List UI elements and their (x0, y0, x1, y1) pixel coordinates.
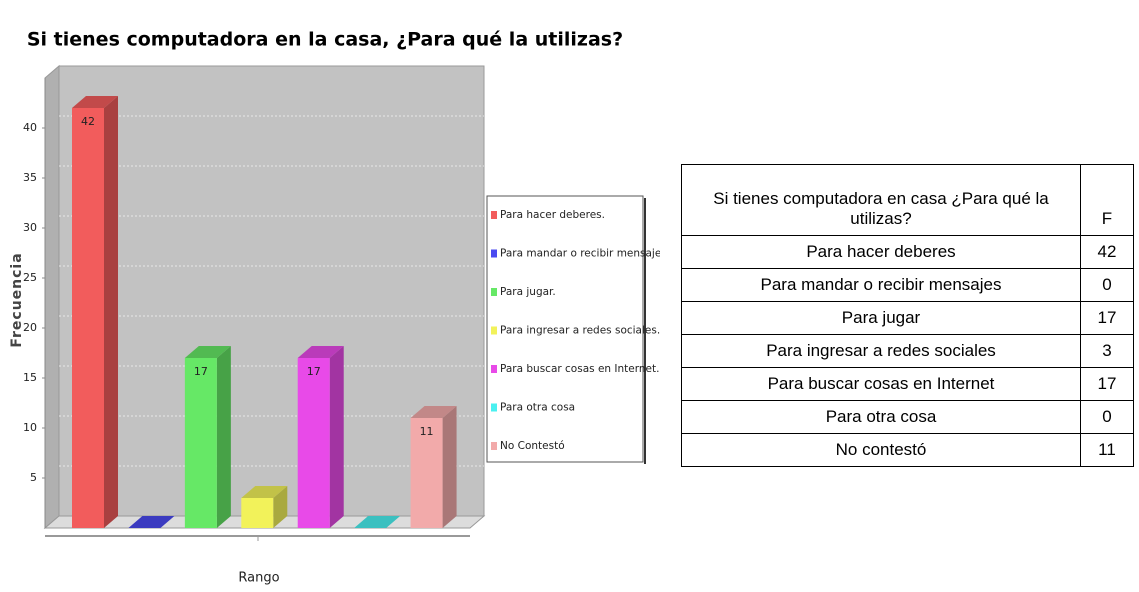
bar-top (297, 346, 344, 358)
legend-label: Para otra cosa (500, 402, 575, 414)
table-cell: Para buscar cosas en Internet (681, 367, 1081, 401)
table-cell: No contestó (681, 433, 1081, 467)
table-row: No contestó 11 (681, 433, 1134, 467)
bar-side (104, 96, 118, 528)
y-tick-label: 40 (23, 121, 37, 134)
bar-side (273, 486, 288, 528)
legend-label: Para jugar. (500, 286, 556, 298)
bar-top (128, 516, 175, 528)
legend-label: No Contestó (500, 440, 565, 452)
value-label: 11 (420, 425, 434, 438)
bar-top (241, 486, 288, 498)
bar-top (184, 346, 231, 358)
table-row: Para mandar o recibir mensajes 0 (681, 268, 1134, 302)
table-cell: Para hacer deberes (681, 235, 1081, 269)
bar-side (329, 346, 344, 528)
legend-box (486, 195, 644, 463)
table-cell: 17 (1080, 367, 1134, 401)
table-cell: Para ingresar a redes sociales (681, 334, 1081, 368)
table-header: Si tienes computadora en casa ¿Para qué … (681, 164, 1134, 236)
side-wall (44, 64, 60, 530)
bar-side (216, 346, 231, 528)
chart-title: Si tienes computadora en la casa, ¿Para … (27, 29, 623, 51)
legend-label: Para ingresar a redes sociales. (500, 325, 660, 337)
table-cell: 42 (1080, 235, 1134, 269)
y-tick-label: 25 (23, 271, 37, 284)
table-cell: Para mandar o recibir mensajes (681, 268, 1081, 302)
table-row: Para hacer deberes 42 (681, 235, 1134, 269)
bar-top (72, 96, 118, 108)
y-tick-label: 5 (30, 471, 37, 484)
header-cell: F (1080, 164, 1134, 236)
bar (241, 498, 274, 528)
table-row: Para ingresar a redes sociales 3 (681, 334, 1134, 368)
y-axis-label: Frecuencia (9, 252, 25, 347)
header-cell: Si tienes computadora en casa ¿Para qué … (681, 164, 1081, 236)
table-cell: 0 (1080, 400, 1134, 434)
value-label: 17 (194, 365, 208, 378)
table-cell: Para otra cosa (681, 400, 1081, 434)
table-row: Para buscar cosas en Internet 17 (681, 367, 1134, 401)
table-cell: 17 (1080, 301, 1134, 335)
bar (184, 358, 217, 528)
x-axis-label: Rango (238, 571, 279, 586)
value-label: 42 (81, 115, 95, 128)
chart: Si tienes computadora en la casa, ¿Para … (9, 29, 660, 586)
bar (410, 418, 443, 528)
bar-top (354, 516, 401, 528)
table-cell: 3 (1080, 334, 1134, 368)
y-tick-label: 35 (23, 171, 37, 184)
y-tick-label: 30 (23, 221, 37, 234)
legend-swatch (491, 249, 497, 258)
legend-swatch (491, 442, 497, 450)
bar-side (442, 406, 457, 528)
bar-top (410, 406, 457, 418)
legend-label: Para hacer deberes. (500, 209, 605, 221)
legend-swatch (491, 365, 497, 373)
legend-swatch (491, 211, 497, 219)
y-tick-label: 10 (23, 421, 37, 434)
value-label: 17 (307, 365, 321, 378)
data-table: Si tienes computadora en casa ¿Para qué … (681, 164, 1134, 467)
table-cell: 0 (1080, 268, 1134, 302)
table-cell: Para jugar (681, 301, 1081, 335)
table-row: Para jugar 17 (681, 301, 1134, 335)
legend-swatch (491, 326, 497, 335)
y-tick-label: 20 (23, 321, 37, 334)
bar (72, 108, 104, 528)
legend-label: Para mandar o recibir mensajes. (500, 248, 660, 260)
legend-label: Para buscar cosas en Internet. (500, 363, 659, 375)
legend-swatch (491, 288, 497, 296)
table-row: Para otra cosa 0 (681, 400, 1134, 434)
y-tick-label: 15 (23, 371, 37, 384)
legend-swatch (491, 403, 497, 412)
bar (297, 358, 330, 528)
table-cell: 11 (1080, 433, 1134, 467)
